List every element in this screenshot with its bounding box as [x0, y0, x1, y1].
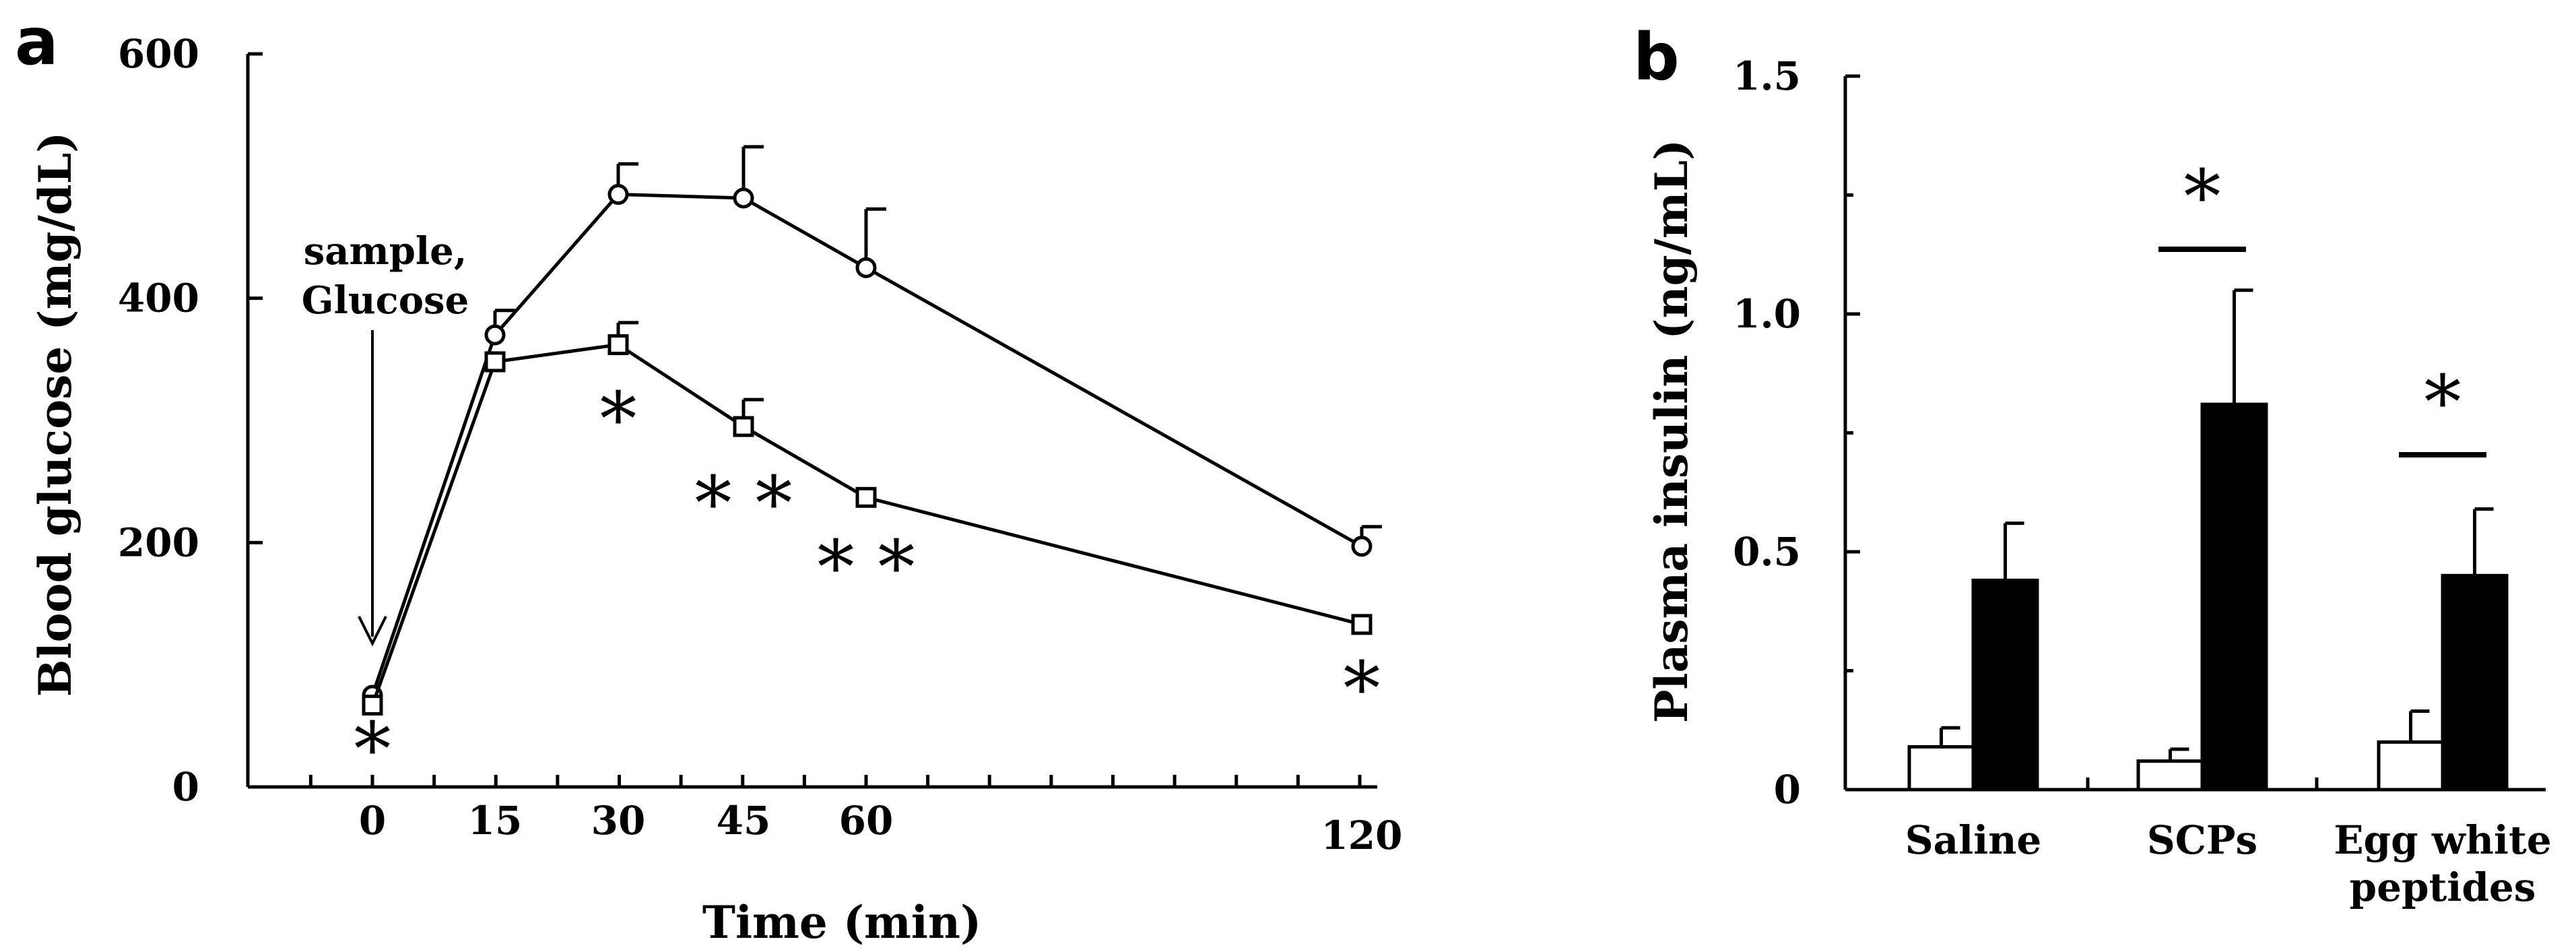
data-point-square — [362, 695, 383, 716]
y-tick-label: 0.5 — [1733, 529, 1801, 575]
category-label: peptides — [2350, 864, 2536, 910]
annotation-arrow-head — [358, 616, 387, 647]
data-point-square — [484, 351, 506, 373]
data-point-circle — [855, 257, 877, 278]
y-tick-label: 1.5 — [1733, 53, 1801, 99]
category-label: Saline — [1905, 817, 2042, 863]
x-tick-label: 30 — [591, 798, 646, 844]
data-point-circle — [1351, 536, 1373, 557]
y-tick-label: 400 — [118, 276, 199, 321]
category-label: Egg white — [2334, 817, 2551, 863]
bar-filled — [1971, 578, 2039, 792]
data-point-square — [855, 486, 877, 508]
bar-filled — [2200, 402, 2268, 792]
significance-marker: * * — [695, 460, 793, 546]
panel-a-label: a — [15, 4, 59, 80]
x-tick-label: 45 — [717, 798, 771, 844]
y-tick-label: 0 — [1774, 767, 1801, 813]
bar-open — [2136, 759, 2204, 792]
bar-open — [2377, 740, 2445, 792]
x-tick-label: 0 — [359, 798, 386, 844]
y-tick-label: 1.0 — [1733, 291, 1801, 337]
y-tick-label: 0 — [172, 764, 199, 810]
annotation-line-2: Glucose — [302, 278, 469, 323]
significance-marker: * — [2424, 359, 2462, 445]
x-tick-label: 120 — [1321, 813, 1402, 858]
data-point-square — [733, 416, 754, 437]
insulin-bar-chart: 0 0.5 1.0 1.5 Plasma insulin (ng/mL) Saline SC… — [1645, 53, 2552, 910]
category-label: SCPs — [2147, 817, 2257, 863]
data-point-circle — [484, 324, 506, 346]
data-point-square — [1351, 614, 1373, 635]
bar-filled — [2441, 573, 2509, 792]
data-point-square — [607, 334, 629, 356]
x-tick-label: 15 — [468, 798, 523, 844]
x-axis-title: Time (min) — [702, 896, 981, 949]
significance-marker: * * — [818, 524, 915, 610]
significance-marker: * — [1344, 645, 1381, 732]
y-axis-title: Plasma insulin (ng/mL) — [1645, 139, 1698, 723]
annotation-line-1: sample, — [304, 229, 467, 274]
significance-marker: * — [600, 376, 637, 462]
series-line-circle — [370, 192, 1363, 696]
glucose-line-chart: 0 200 400 600 0 15 30 45 60 120 Time (min) Blood gl… — [29, 31, 1403, 949]
x-tick-label: 60 — [839, 798, 894, 844]
panel-b-label: b — [1633, 20, 1680, 95]
significance-marker: * — [354, 706, 391, 792]
y-tick-label: 600 — [118, 31, 199, 77]
y-axis-title: Blood glucose (mg/dL) — [29, 132, 81, 697]
significance-marker: * — [2184, 154, 2221, 240]
series-line-square — [370, 342, 1362, 706]
data-point-circle — [607, 184, 629, 205]
data-point-circle — [733, 187, 754, 209]
y-tick-label: 200 — [118, 519, 199, 565]
bar-open — [1907, 744, 1975, 792]
